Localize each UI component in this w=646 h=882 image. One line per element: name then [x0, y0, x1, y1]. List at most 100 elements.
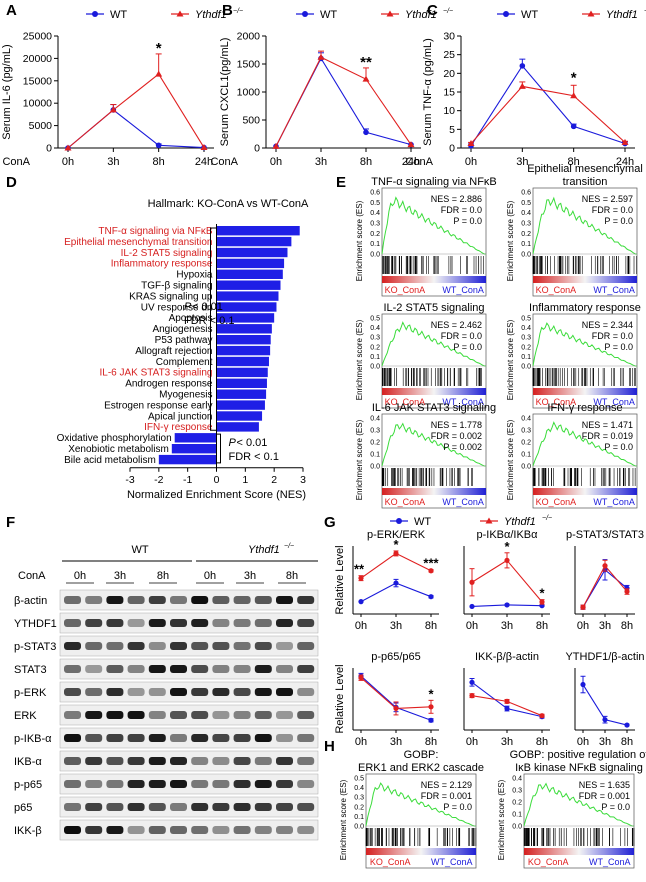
x-tick-label: 8h — [621, 736, 633, 748]
gsea-y-label: Enrichment score (ES) — [506, 319, 515, 400]
blot-band — [297, 826, 315, 834]
blot-band — [170, 711, 187, 719]
legend-wt-label: WT — [320, 9, 337, 21]
ko-conA-label: KO_ConA — [536, 285, 577, 295]
blot-band — [276, 642, 293, 650]
wt-series-line — [67, 109, 205, 149]
gsea-title: IL-2 STAT5 signaling — [383, 302, 484, 314]
legend-wt-marker — [302, 11, 308, 17]
wt-conA-label: WT_ConA — [442, 397, 484, 407]
y-axis-label: Relative Level — [334, 545, 346, 614]
blot-band — [64, 826, 81, 834]
gsea-y-tick: 0.5 — [354, 776, 364, 783]
blot-band — [170, 642, 187, 650]
pathway-label: Epithelial mesenchymal transition — [64, 237, 212, 248]
blot-band — [297, 757, 315, 765]
blot-time-label: 0h — [204, 570, 216, 582]
gsea-y-label: Enrichment score (ES) — [506, 419, 515, 500]
x-tick-label: 0h — [270, 156, 282, 168]
pathway-label: TNF-α signaling via NFκB — [98, 226, 212, 237]
ko-series-line — [470, 85, 626, 144]
mini-title: p-ERK/ERK — [367, 529, 426, 541]
mini-title: p-p65/p65 — [371, 651, 421, 663]
blot-band — [233, 757, 251, 765]
x-tick-label: 8h — [536, 620, 548, 632]
ko-point — [358, 675, 364, 681]
blot-band — [191, 596, 209, 604]
pathway-label: Complement — [156, 357, 213, 368]
blot-band — [127, 619, 145, 627]
gsea-y-tick: 0.4 — [521, 325, 531, 332]
mini-title: p-IKBα/IKBα — [476, 529, 538, 541]
wt-point — [469, 679, 475, 685]
x-tick-label: 8h — [621, 620, 633, 632]
blot-band — [64, 734, 81, 742]
legend-wt-marker — [92, 11, 98, 17]
blot-band — [233, 596, 251, 604]
nes-bar — [216, 356, 269, 367]
blot-row-label: p-ERK — [14, 687, 47, 699]
wt-series-line — [275, 57, 412, 147]
blot-strip — [59, 796, 319, 818]
gsea-y-tick: 0.2 — [521, 231, 531, 238]
gsea-y-tick: 0.1 — [521, 452, 531, 459]
significance-mark: * — [571, 69, 577, 86]
y-tick-label: 5 — [449, 124, 455, 136]
ko-point — [504, 698, 510, 704]
ko-conA-label: KO_ConA — [536, 497, 577, 507]
enrichment-curve — [532, 322, 637, 367]
blot-band — [127, 688, 145, 696]
legend-ko-marker — [386, 10, 394, 17]
blot-strip — [59, 819, 319, 841]
x-tick-label: 3h — [501, 736, 513, 748]
blot-strip — [59, 612, 319, 634]
y-tick-label: 30 — [443, 31, 455, 43]
pathway-label: Angiogenesis — [152, 324, 212, 335]
blot-band — [106, 642, 124, 650]
nes-bar — [216, 324, 272, 334]
blot-band — [297, 665, 315, 673]
gsea-frame — [532, 187, 638, 297]
pathway-label: UV response dn — [141, 302, 213, 313]
x-tick-label: -2 — [154, 474, 163, 486]
blot-band — [212, 826, 230, 834]
y-axis-label: Relative Level — [334, 664, 346, 733]
blot-band — [276, 688, 293, 696]
p-value-label: P — [184, 301, 192, 313]
blot-band — [191, 619, 209, 627]
blot-band — [64, 803, 81, 811]
blot-band — [170, 619, 187, 627]
wt-point — [602, 717, 608, 723]
blot-band — [212, 734, 230, 742]
ko-point — [64, 144, 72, 151]
ko-point — [570, 92, 578, 99]
blot-band — [297, 688, 315, 696]
blot-band — [191, 734, 209, 742]
ko-point — [407, 141, 415, 148]
y-tick-label: 1000 — [237, 87, 261, 99]
nes-bar — [216, 411, 263, 421]
gsea-y-tick: 0.4 — [370, 210, 380, 217]
ko-point — [393, 705, 399, 712]
blot-band — [85, 596, 103, 604]
blot-band — [170, 826, 187, 834]
nes-value: NES = 2.597 — [582, 194, 633, 204]
significance-mark: ** — [360, 54, 372, 71]
wt-point — [363, 129, 369, 136]
blot-time-label: 3h — [114, 570, 126, 582]
fdr-value: FDR = 0.002 — [431, 431, 482, 441]
blot-band — [148, 619, 166, 627]
blot-strip — [59, 681, 319, 703]
ko-point — [469, 693, 475, 699]
y-tick-label: 0 — [449, 143, 455, 155]
blot-band — [85, 619, 103, 627]
nes-bar — [216, 236, 292, 247]
y-tick-label: 5000 — [29, 120, 53, 132]
wt-conA-label: WT_ConA — [593, 497, 635, 507]
blot-band — [127, 711, 145, 719]
blot-band — [254, 596, 272, 604]
p-value: P = 0.0 — [604, 342, 633, 352]
gsea-y-tick: 0.2 — [512, 800, 522, 807]
x-tick-label: 0h — [466, 620, 478, 632]
gsea-y-tick: 0.1 — [512, 812, 522, 819]
